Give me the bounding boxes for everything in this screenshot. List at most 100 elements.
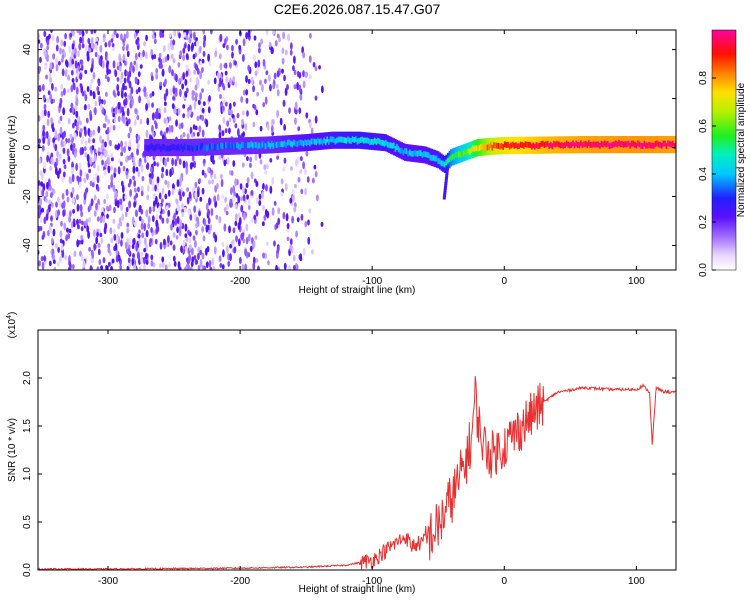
spectrogram-ridge-cell [510,142,513,149]
spectrogram-noise-cell [152,30,155,34]
spectrogram-ridge-cell [502,144,505,150]
spectrogram-ridge-cell [500,142,503,149]
spectrogram-noise-cell [125,170,129,176]
spectrogram-ridge-cell [320,138,323,145]
spectrogram-noise-cell [165,205,169,210]
spectrogram-noise-cell [185,70,189,77]
spectrogram-ridge-cell [277,141,280,148]
spectrogram-ridge-cell [244,141,247,148]
spectrogram-noise-cell [269,157,273,163]
spectrogram-noise-cell [69,107,73,113]
spectrogram-ridge-cell [339,136,342,143]
spectrogram-ridge-cell [583,141,586,148]
spectrogram-noise-cell [246,177,250,184]
spectrogram-noise-cell [235,193,239,198]
spectrogram-noise-cell [122,82,125,91]
spectrogram-ridge-cell [199,144,202,151]
spectrogram-noise-cell [97,125,101,134]
spectrogram-noise-cell [43,30,47,38]
spectrogram-noise-cell [127,182,131,188]
spectrogram-noise-cell [85,117,89,124]
spectrogram-ridge-cell [240,142,243,149]
spectrogram-noise-cell [225,203,229,211]
spectrogram-ridge-cell [358,137,361,144]
spectrogram-ridge-cell [315,139,318,146]
spectrogram-noise-cell [302,80,306,89]
spectrogram-noise-cell [231,239,235,245]
spectrogram-noise-cell [71,186,75,195]
spectrogram-noise-cell [149,176,152,185]
spectrogram-noise-cell [89,156,93,165]
spectrogram-noise-cell [45,197,48,204]
spectrogram-noise-cell [123,99,126,106]
spectrogram-noise-cell [242,89,246,96]
spectrogram-ridge-cell [402,149,405,156]
spectrogram-noise-cell [255,180,259,188]
spectrogram-noise-cell [247,252,251,258]
spectrogram-noise-cell [109,227,113,235]
spectrogram-noise-cell [179,88,182,98]
spectrogram-noise-cell [158,205,161,213]
spectrogram-noise-cell [234,60,237,66]
spectrogram-noise-cell [133,221,137,227]
spectrogram-noise-cell [186,196,190,205]
spectrogram-noise-cell [250,171,254,180]
spectrogram-ridge-cell [640,142,643,149]
spectrogram-ridge-cell [434,155,437,162]
spectrogram-noise-cell [38,69,41,75]
spectrogram-noise-cell [240,196,244,202]
spectrogram-ridge-cell [269,143,272,150]
spectrogram-noise-cell [96,266,100,270]
spectrogram-noise-cell [87,127,91,137]
spectrogram-ridge-cell [144,144,147,151]
spectrogram-noise-cell [249,245,253,253]
spectrogram-noise-cell [218,124,222,131]
spectrogram-ridge-cell [404,147,407,154]
spectrogram-y-tick-label: -20 [22,189,33,204]
spectrogram-noise-cell [149,167,153,173]
spectrogram-noise-cell [241,54,245,62]
spectrogram-ridge-cell [435,155,438,162]
spectrogram-ridge-cell [420,150,422,157]
spectrogram-noise-cell [253,214,257,221]
spectrogram-noise-cell [246,194,249,200]
spectrogram-noise-cell [242,238,246,244]
spectrogram-ridge-cell [489,142,492,148]
spectrogram-noise-cell [101,60,105,69]
spectrogram-noise-cell [90,78,94,84]
spectrogram-noise-cell [147,222,151,229]
spectrogram-ridge-cell [161,144,164,150]
spectrogram-noise-cell [75,97,79,106]
spectrogram-noise-cell [146,117,150,126]
spectrogram-noise-cell [163,93,167,102]
spectrogram-noise-cell [108,140,112,145]
spectrogram-noise-cell [305,150,309,157]
spectrogram-noise-cell [45,131,49,139]
spectrogram-noise-cell [140,185,144,192]
spectrogram-ridge-cell [416,150,419,157]
spectrogram-ridge-cell [564,142,567,148]
spectrogram-noise-cell [164,56,168,63]
spectrogram-ridge-cell [559,142,562,149]
spectrogram-ridge-cell [470,147,473,154]
spectrogram-noise-cell [151,33,155,40]
spectrogram-noise-cell [54,243,58,249]
spectrogram-noise-cell [87,37,91,44]
spectrogram-noise-cell [265,241,269,247]
spectrogram-noise-cell [245,75,248,83]
spectrogram-noise-cell [71,107,75,115]
spectrogram-ridge-cell [645,142,648,149]
spectrogram-ridge-cell [488,144,491,151]
spectrogram-noise-cell [145,34,148,42]
spectrogram-noise-cell [45,190,49,198]
spectrogram-noise-cell [103,198,107,205]
spectrogram-ridge-cell [288,139,291,146]
spectrogram-noise-cell [124,92,127,98]
colorbar-tick-label: 0.8 [698,71,709,85]
spectrogram-ridge-cell [396,144,399,150]
spectrogram-noise-cell [199,196,203,202]
spectrogram-noise-cell [83,146,87,152]
spectrogram-noise-cell [247,204,251,211]
spectrogram-ridge-cell [619,141,622,148]
spectrogram-noise-cell [197,99,201,106]
